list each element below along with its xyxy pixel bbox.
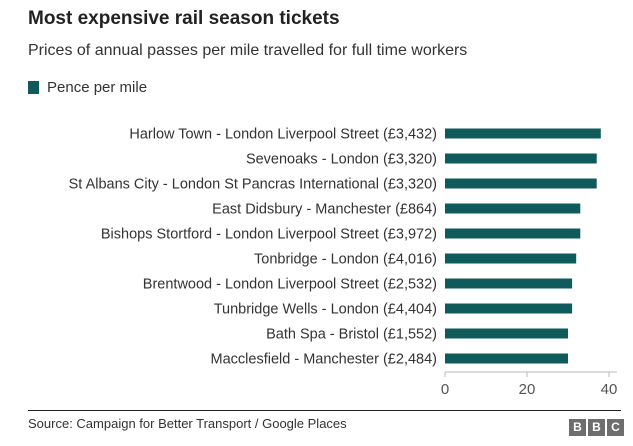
- logo-letter: B: [588, 419, 605, 436]
- logo-letter: C: [607, 419, 624, 436]
- bbc-logo: B B C: [567, 419, 624, 436]
- bar: [445, 278, 573, 289]
- source-note: Source: Campaign for Better Transport / …: [28, 416, 347, 431]
- bar: [445, 228, 581, 239]
- bar: [445, 328, 568, 339]
- bar: [445, 303, 573, 314]
- category-label: Tonbridge - London (£4,016): [254, 252, 437, 268]
- chart-title: Most expensive rail season tickets: [28, 8, 340, 29]
- bar: [445, 128, 601, 139]
- bar: [445, 253, 577, 264]
- category-label: Macclesfield - Manchester (£2,484): [211, 352, 437, 368]
- bar: [445, 153, 597, 164]
- category-label: Harlow Town - London Liverpool Street (£…: [129, 127, 437, 143]
- logo-letter: B: [569, 419, 586, 436]
- footer-divider: [28, 410, 621, 411]
- category-label: St Albans City - London St Pancras Inter…: [69, 177, 437, 193]
- bar: [445, 178, 597, 189]
- legend-swatch: [28, 80, 39, 94]
- category-label: Bath Spa - Bristol (£1,552): [266, 327, 437, 343]
- x-tick-label: 20: [519, 381, 536, 398]
- category-label: Sevenoaks - London (£3,320): [246, 152, 437, 168]
- chart-subtitle: Prices of annual passes per mile travell…: [28, 42, 468, 59]
- bar: [445, 203, 581, 214]
- x-tick-label: 0: [441, 381, 449, 398]
- legend-label: Pence per mile: [47, 78, 148, 96]
- legend: Pence per mile: [28, 77, 147, 97]
- category-label: Tunbridge Wells - London (£4,404): [214, 302, 437, 318]
- category-label: Brentwood - London Liverpool Street (£2,…: [143, 277, 437, 293]
- category-label: East Didsbury - Manchester (£864): [212, 202, 437, 218]
- category-label: Bishops Stortford - London Liverpool Str…: [101, 227, 437, 243]
- bar: [445, 353, 568, 364]
- x-tick-label: 40: [601, 381, 618, 398]
